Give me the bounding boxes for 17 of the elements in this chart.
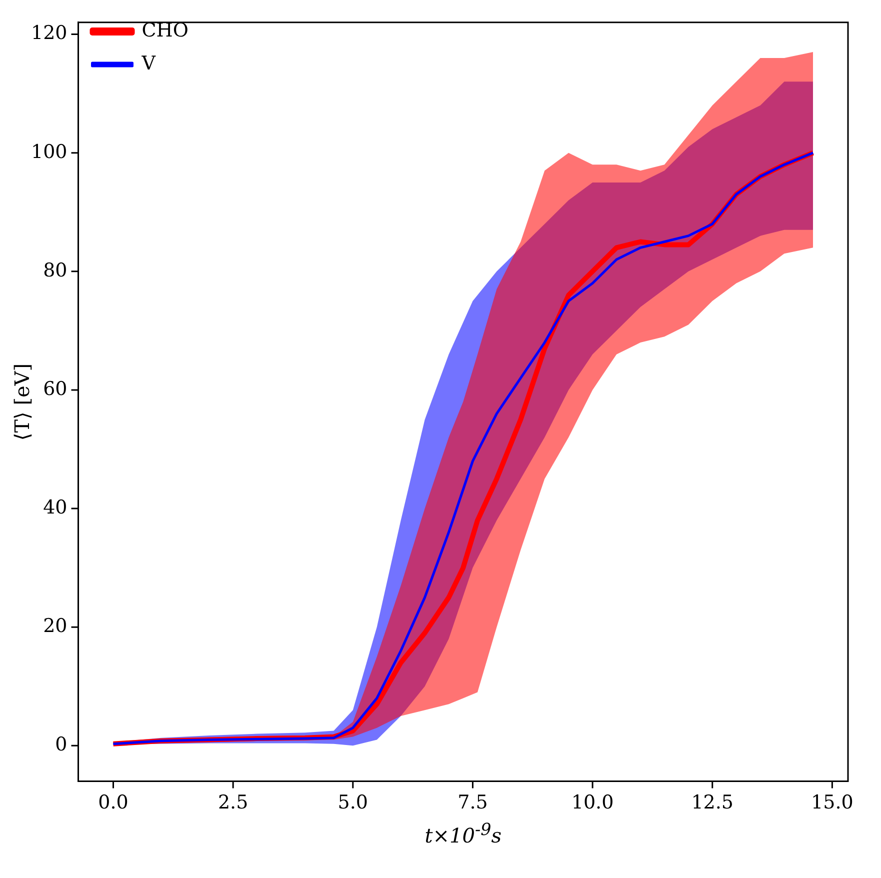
x-tick-label: 12.5 (691, 792, 734, 814)
y-tick-label: 80 (43, 259, 68, 282)
y-axis-title: ⟨T⟩ [eV] (10, 363, 34, 440)
x-axis-title: t×10$^{-9}$s (424, 820, 502, 848)
y-tick-label: 20 (43, 615, 68, 638)
x-tick-label: 2.5 (218, 792, 248, 814)
y-tick-label: 100 (31, 140, 68, 163)
x-tick-label: 5.0 (338, 792, 368, 814)
y-tick-label: 120 (31, 22, 68, 44)
y-tick-label: 40 (43, 496, 68, 518)
y-tick-label: 0 (55, 734, 68, 756)
y-tick-label: 60 (43, 378, 68, 400)
x-tick-label: 0.0 (98, 792, 128, 814)
x-tick-label: 7.5 (458, 792, 488, 814)
legend-label: V (140, 52, 156, 74)
x-tick-label: 10.0 (571, 792, 614, 814)
x-tick-label: 15.0 (811, 792, 854, 814)
